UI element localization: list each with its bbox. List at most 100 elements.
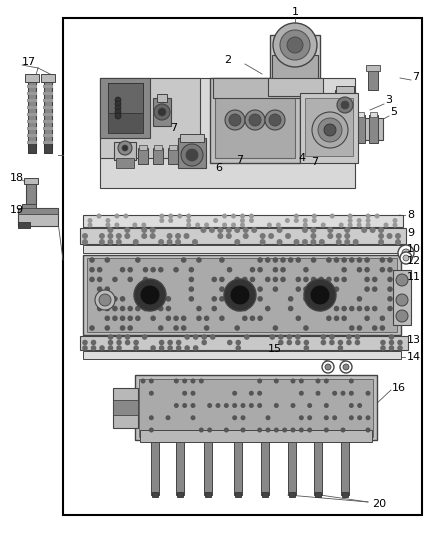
Bar <box>83 351 401 359</box>
Circle shape <box>339 222 344 228</box>
Circle shape <box>349 415 354 420</box>
Circle shape <box>268 233 274 239</box>
Bar <box>357 112 364 117</box>
Circle shape <box>341 306 347 311</box>
Circle shape <box>150 267 156 272</box>
Circle shape <box>188 277 194 282</box>
Bar <box>43 120 53 123</box>
Circle shape <box>204 222 209 228</box>
Circle shape <box>349 378 354 384</box>
Circle shape <box>141 378 145 384</box>
Circle shape <box>329 334 335 340</box>
Circle shape <box>134 279 166 311</box>
Circle shape <box>150 316 156 321</box>
Circle shape <box>150 345 156 351</box>
Bar <box>140 430 372 442</box>
Bar <box>18 208 58 226</box>
Circle shape <box>337 97 353 113</box>
Circle shape <box>269 334 275 340</box>
Circle shape <box>116 239 122 245</box>
Circle shape <box>122 145 128 151</box>
Bar <box>152 492 158 497</box>
Circle shape <box>334 277 339 282</box>
Bar <box>83 255 401 335</box>
Circle shape <box>108 334 113 340</box>
Circle shape <box>127 277 133 282</box>
Circle shape <box>311 257 316 263</box>
Circle shape <box>341 101 349 109</box>
Circle shape <box>387 296 393 302</box>
Circle shape <box>349 391 354 395</box>
Bar <box>202 437 214 442</box>
Circle shape <box>116 345 122 351</box>
Circle shape <box>282 427 287 432</box>
Bar <box>44 143 52 153</box>
Circle shape <box>105 306 110 311</box>
Circle shape <box>318 118 342 142</box>
Bar <box>370 112 377 117</box>
Circle shape <box>176 345 181 351</box>
Circle shape <box>115 105 121 111</box>
Text: 2: 2 <box>224 55 232 65</box>
Circle shape <box>296 286 301 292</box>
Circle shape <box>250 277 255 282</box>
Circle shape <box>141 233 147 239</box>
Bar <box>262 492 268 497</box>
Circle shape <box>142 334 148 340</box>
Bar <box>366 65 380 71</box>
Circle shape <box>195 222 200 228</box>
Circle shape <box>143 306 148 311</box>
Circle shape <box>143 267 148 272</box>
Circle shape <box>236 345 241 351</box>
Circle shape <box>226 227 232 233</box>
Bar <box>100 78 150 138</box>
Circle shape <box>89 277 95 282</box>
Circle shape <box>116 334 122 340</box>
Bar <box>116 158 134 168</box>
Bar <box>341 440 349 495</box>
Circle shape <box>227 340 233 345</box>
Circle shape <box>311 233 316 239</box>
Circle shape <box>199 427 204 432</box>
Circle shape <box>240 218 245 223</box>
Bar <box>157 94 167 102</box>
Circle shape <box>181 325 187 331</box>
Circle shape <box>114 222 120 228</box>
Circle shape <box>378 239 384 245</box>
Circle shape <box>340 391 346 395</box>
Bar <box>43 85 53 88</box>
Circle shape <box>366 218 371 223</box>
Circle shape <box>99 239 105 245</box>
Circle shape <box>115 97 121 103</box>
Circle shape <box>120 296 125 302</box>
Circle shape <box>295 340 300 345</box>
Circle shape <box>361 227 367 233</box>
Bar <box>27 127 37 130</box>
Circle shape <box>303 325 309 331</box>
Bar <box>204 440 212 495</box>
Circle shape <box>340 361 352 373</box>
Circle shape <box>250 316 255 321</box>
Bar <box>83 245 403 253</box>
Circle shape <box>334 306 339 311</box>
Bar <box>335 90 355 125</box>
Circle shape <box>82 233 88 239</box>
Circle shape <box>365 391 371 395</box>
Circle shape <box>150 233 155 239</box>
Circle shape <box>112 277 118 282</box>
Circle shape <box>326 296 332 302</box>
Circle shape <box>174 403 179 408</box>
Circle shape <box>240 403 246 408</box>
Text: 9: 9 <box>407 228 414 238</box>
Text: 7: 7 <box>412 72 419 82</box>
Circle shape <box>184 334 190 340</box>
Circle shape <box>364 267 370 272</box>
Circle shape <box>310 285 330 305</box>
Bar <box>153 98 171 126</box>
Circle shape <box>380 325 385 331</box>
Circle shape <box>274 378 279 384</box>
Circle shape <box>118 141 132 155</box>
Circle shape <box>285 218 290 223</box>
Circle shape <box>249 391 254 395</box>
Circle shape <box>357 257 362 263</box>
